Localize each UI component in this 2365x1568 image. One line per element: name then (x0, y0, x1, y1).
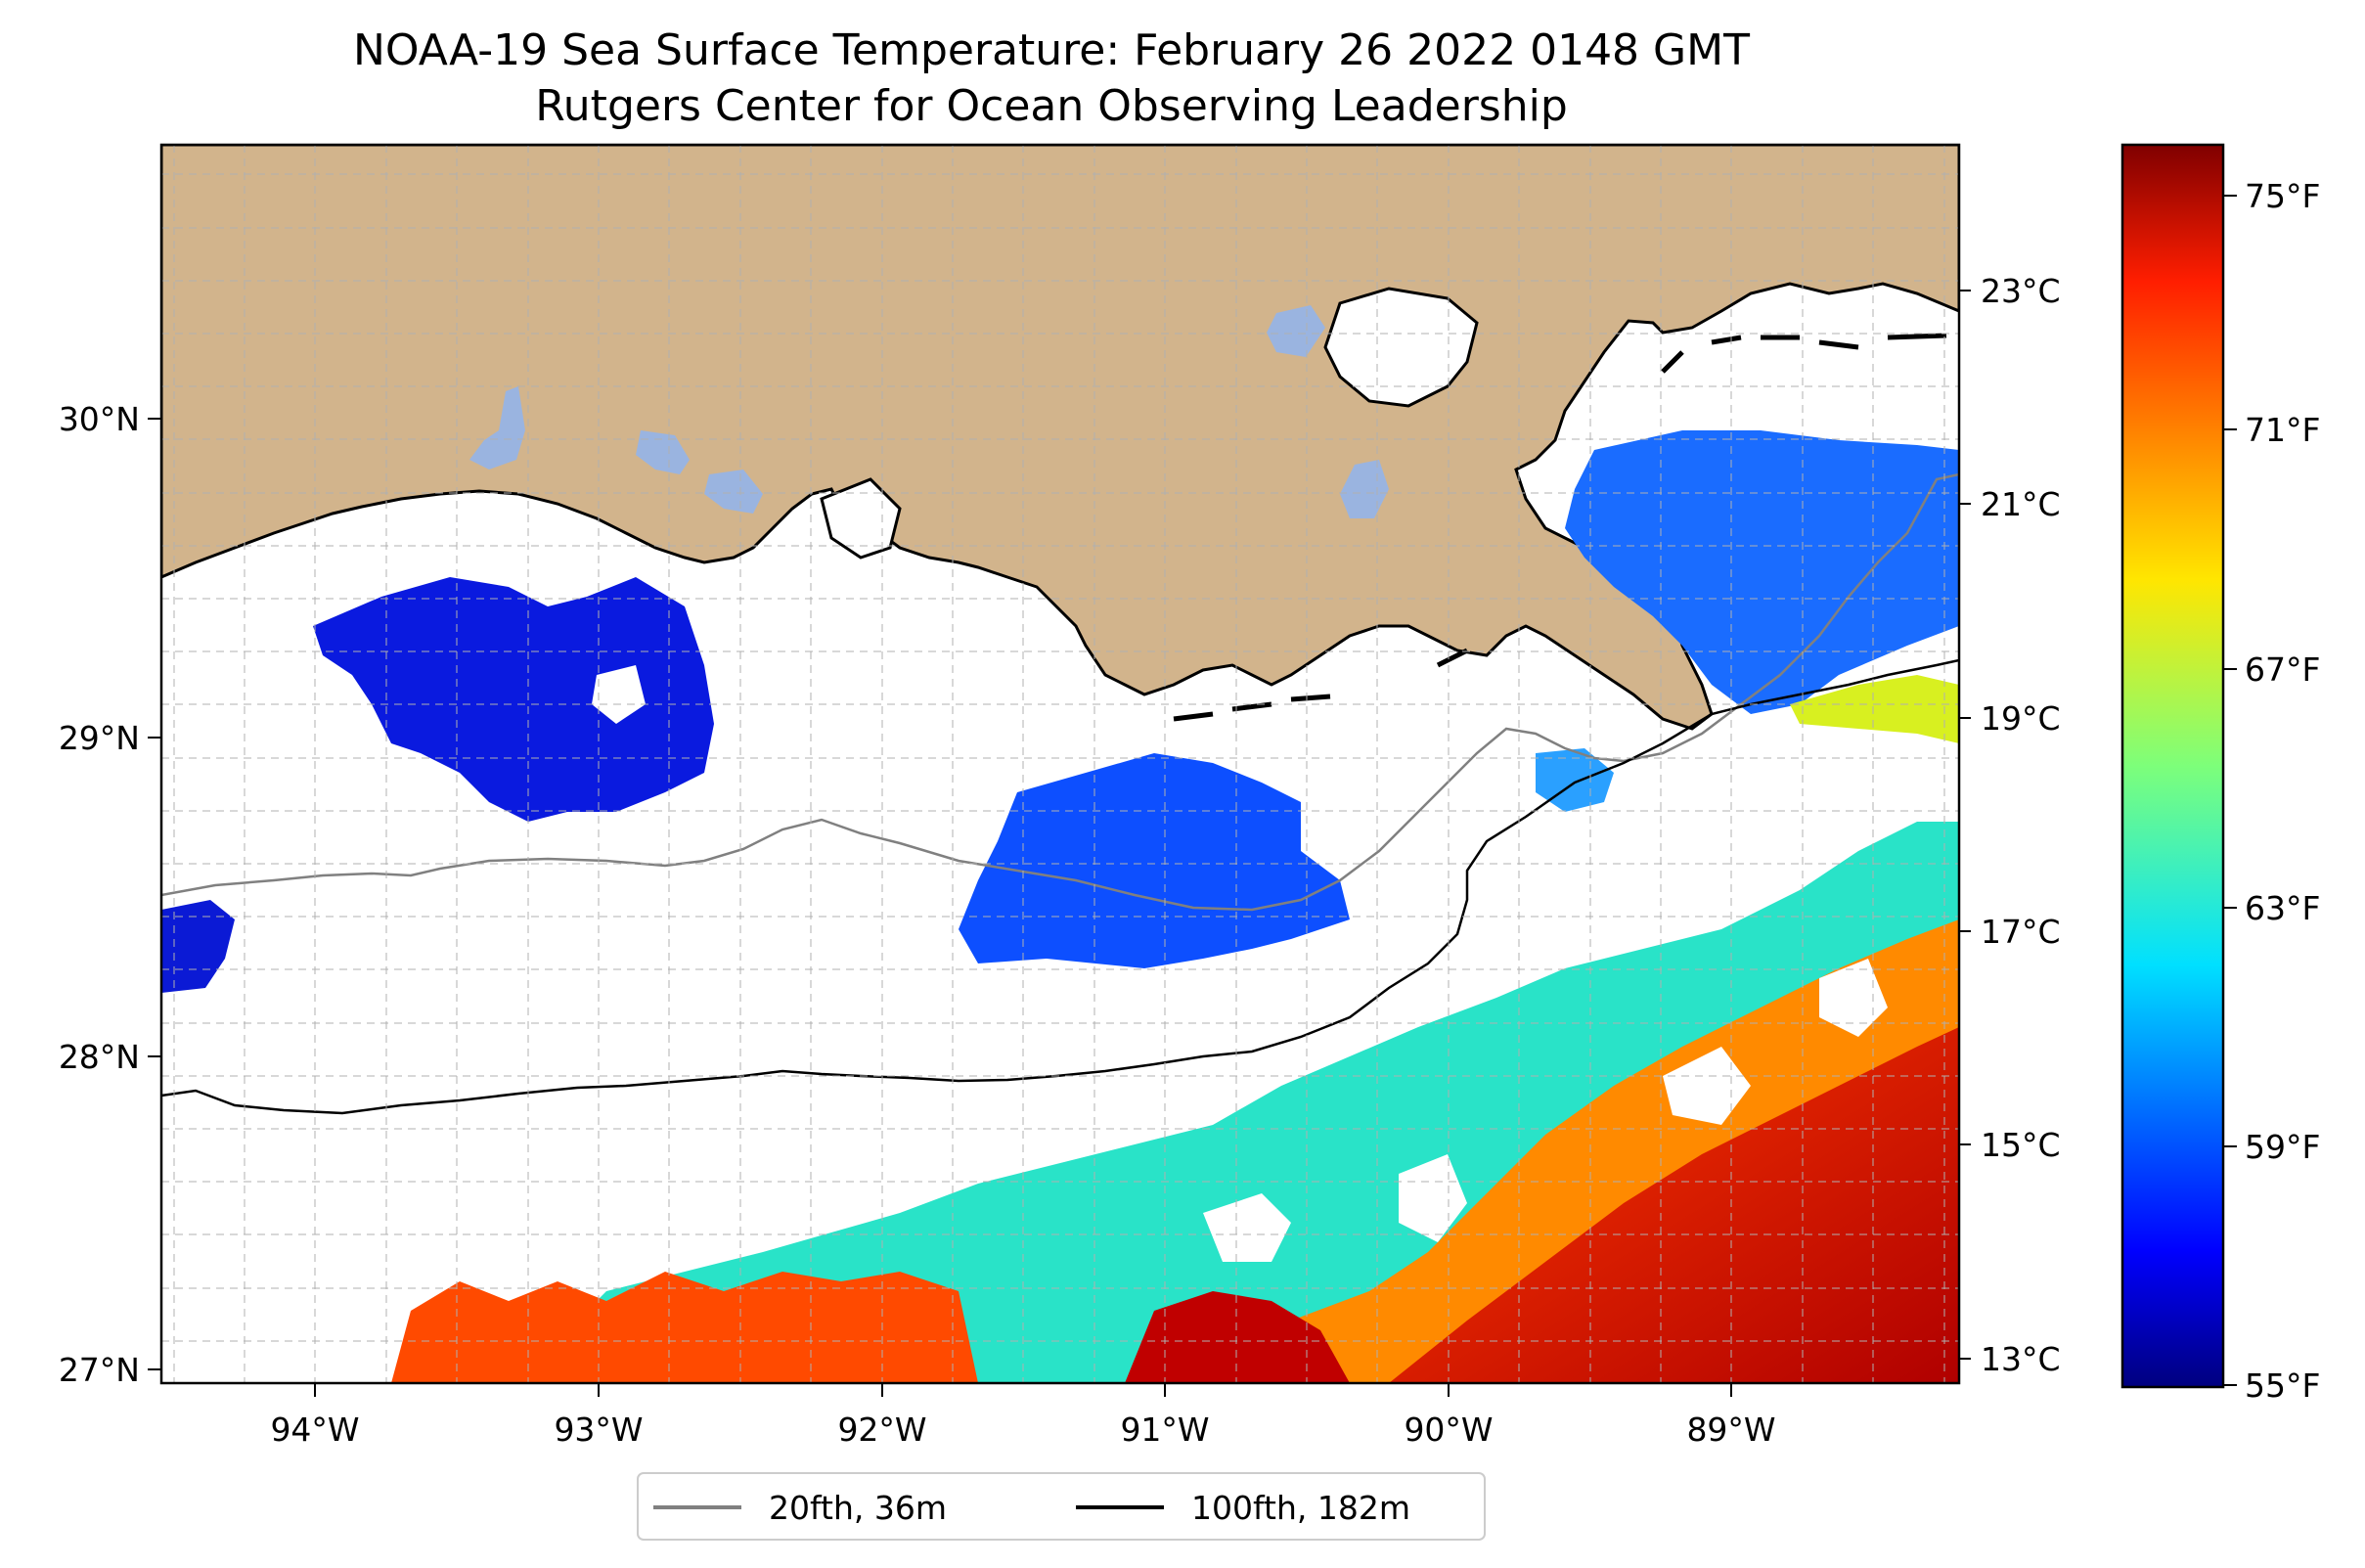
title-line-2: Rutgers Center for Ocean Observing Leade… (535, 81, 1568, 131)
isobath-100fth (161, 658, 1959, 1115)
fahrenheit-tick-label: 55°F (2245, 1366, 2320, 1405)
cloud-hole-5 (592, 665, 646, 724)
lat-tick-label: 27°N (59, 1351, 140, 1389)
lake-calcasieu (469, 386, 525, 470)
sst-cold-east (1565, 430, 1959, 714)
fahrenheit-tick-label: 71°F (2245, 411, 2320, 449)
celsius-tick-label: 23°C (1981, 272, 2061, 310)
lat-tick-label: 29°N (59, 719, 140, 757)
sst-cold-shelf (959, 753, 1350, 968)
cloud-hole-2 (1399, 1154, 1467, 1242)
lat-tick-label: 28°N (59, 1038, 140, 1076)
lake-pontchartrain (1323, 287, 1479, 408)
sst-warm-southwest (391, 1272, 978, 1383)
fahrenheit-tick-label: 67°F (2245, 650, 2320, 689)
colorbar-ticks (2223, 195, 2237, 1386)
lon-tick-label: 92°W (837, 1411, 926, 1449)
barrier-islands (1173, 333, 1947, 722)
map-frame (159, 143, 1961, 1385)
land-mass (161, 145, 1959, 731)
fahrenheit-tick-label: 59°F (2245, 1128, 2320, 1166)
lake-maurepas (1267, 305, 1325, 357)
lon-tick-label: 91°W (1120, 1411, 1209, 1449)
title-line-1: NOAA-19 Sea Surface Temperature: Februar… (353, 25, 1750, 75)
coast-bay (820, 477, 902, 560)
sst-hot-south-center (1125, 1291, 1350, 1383)
celsius-tick-label: 19°C (1981, 699, 2061, 738)
cloud-hole-4 (1819, 959, 1888, 1037)
lake-grand (704, 470, 763, 514)
lat-tick-label: 30°N (59, 400, 140, 438)
celsius-tick-label: 13°C (1981, 1340, 2061, 1378)
colorbar (2120, 143, 2225, 1389)
fahrenheit-tick-label: 75°F (2245, 177, 2320, 215)
axis-ticks (148, 290, 1971, 1397)
map-panel (161, 145, 1959, 1383)
celsius-tick-label: 15°C (1981, 1126, 2061, 1164)
legend: 20fth, 36m 100fth, 182m (637, 1472, 1486, 1541)
lon-tick-label: 93°W (554, 1411, 643, 1449)
cloud-hole-3 (1663, 1047, 1751, 1125)
sst-data-layer (161, 430, 1959, 1383)
lake-white (636, 430, 690, 474)
legend-label-20fth: 20fth, 36m (769, 1489, 947, 1527)
cloud-hole-1 (1203, 1193, 1291, 1262)
lon-tick-label: 89°W (1686, 1411, 1775, 1449)
lon-tick-label: 94°W (270, 1411, 359, 1449)
fahrenheit-tick-label: 63°F (2245, 889, 2320, 927)
celsius-tick-label: 21°C (1981, 485, 2061, 523)
sst-hot-southeast (1389, 1027, 1959, 1383)
lon-tick-label: 90°W (1404, 1411, 1493, 1449)
sst-cold-west (313, 577, 714, 822)
legend-box (637, 1472, 1486, 1541)
celsius-tick-label: 17°C (1981, 913, 2061, 951)
graticule (161, 145, 1959, 1383)
sst-warm-east-pocket (1790, 675, 1959, 743)
legend-label-100fth: 100fth, 182m (1191, 1489, 1410, 1527)
